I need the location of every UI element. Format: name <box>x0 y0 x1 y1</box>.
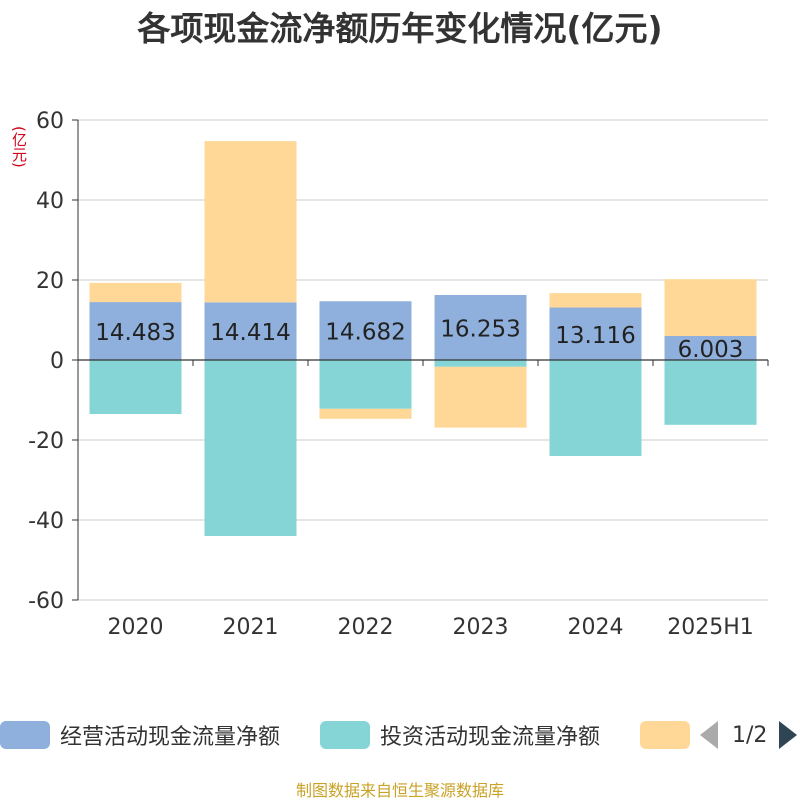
legend-page-indicator: 1/2 <box>732 722 768 748</box>
y-tick-label: -40 <box>28 509 64 534</box>
data-label: 14.483 <box>95 320 175 346</box>
bar-financing <box>319 408 412 419</box>
legend-label-operating: 经营活动现金流量净额 <box>60 725 281 750</box>
legend-label-investing: 投资活动现金流量净额 <box>380 725 601 750</box>
bar-financing <box>549 293 642 308</box>
y-tick-label: 60 <box>36 109 64 134</box>
bar-financing <box>664 279 757 336</box>
bar-financing <box>89 282 182 303</box>
y-tick-label: 40 <box>36 189 64 214</box>
x-tick-label: 2022 <box>338 615 394 640</box>
bar-investing <box>319 360 412 409</box>
data-label: 14.414 <box>210 320 290 346</box>
legend-prev-page-icon[interactable] <box>700 721 718 749</box>
x-tick-label: 2025H1 <box>667 615 754 640</box>
bar-financing <box>434 366 527 428</box>
chart-title: 各项现金流净额历年变化情况(亿元) <box>137 9 663 48</box>
legend-swatch-financing <box>640 721 690 749</box>
bar-investing <box>89 360 182 414</box>
y-tick-label: -20 <box>28 429 64 454</box>
legend-item-investing[interactable]: 投资活动现金流量净额 <box>320 715 600 755</box>
bar-investing <box>664 360 757 425</box>
bar-operating <box>204 302 297 360</box>
legend-next-page-icon[interactable] <box>779 721 798 749</box>
bar-operating <box>319 301 412 360</box>
legend: 经营活动现金流量净额 投资活动现金流量净额 1/2 <box>0 715 800 755</box>
x-tick-label: 2023 <box>453 615 509 640</box>
bar-investing <box>549 360 642 456</box>
y-tick-label: -60 <box>28 589 64 614</box>
legend-item-financing[interactable] <box>640 715 690 755</box>
x-tick-label: 2021 <box>223 615 279 640</box>
bar-operating <box>549 307 642 360</box>
stacked-bar-chart: 60 40 20 0 -20 -40 -60 14.483 14.414 14.682 16.253… <box>28 109 769 640</box>
legend-swatch-operating <box>0 721 50 749</box>
bar-investing <box>204 360 297 536</box>
x-tick-label: 2020 <box>108 615 164 640</box>
data-source-note: 制图数据来自恒生聚源数据库 <box>295 781 504 800</box>
data-label: 6.003 <box>678 337 744 363</box>
bar-investing <box>434 360 527 367</box>
x-tick-label: 2024 <box>568 615 624 640</box>
y-tick-label: 20 <box>36 269 64 294</box>
y-axis-unit: (亿元) <box>10 126 28 168</box>
bar-financing <box>204 141 297 303</box>
y-tick-label: 0 <box>50 349 64 374</box>
legend-swatch-investing <box>320 721 370 749</box>
data-label: 16.253 <box>440 316 520 342</box>
legend-pager: 1/2 <box>700 715 798 755</box>
bar-operating <box>664 335 757 360</box>
data-label: 13.116 <box>555 323 635 349</box>
data-label: 14.682 <box>325 320 405 346</box>
legend-item-operating[interactable]: 经营活动现金流量净额 <box>0 715 280 755</box>
bar-operating <box>434 294 527 360</box>
bar-operating <box>89 302 182 360</box>
